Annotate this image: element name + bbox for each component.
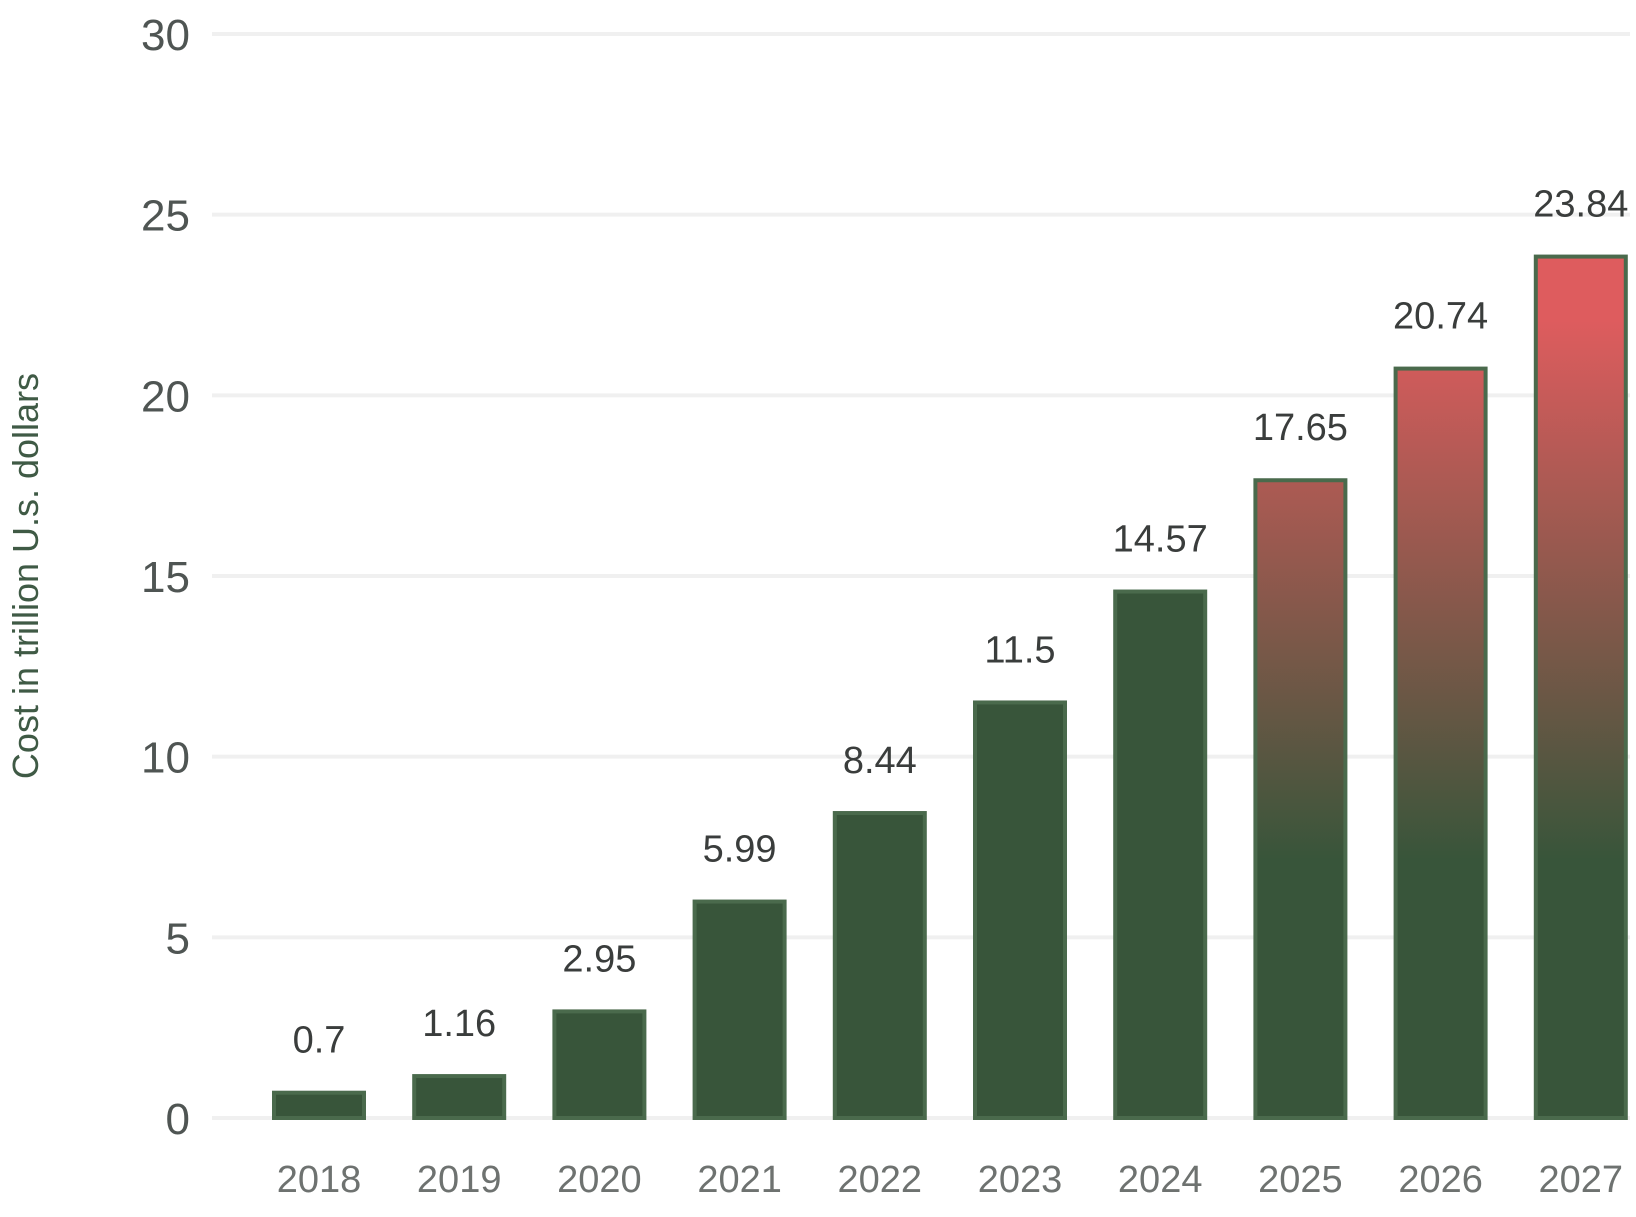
y-axis-title: Cost in trillion U.s. dollars xyxy=(5,373,46,779)
y-tick-label: 0 xyxy=(166,1095,190,1144)
data-label: 11.5 xyxy=(984,629,1055,671)
x-tick-label: 2018 xyxy=(277,1159,362,1201)
data-label: 1.16 xyxy=(422,1003,496,1045)
data-label: 5.99 xyxy=(703,829,777,871)
y-tick-label: 30 xyxy=(141,11,190,60)
x-tick-label: 2026 xyxy=(1398,1159,1483,1201)
bar xyxy=(552,1009,647,1121)
data-label: 17.65 xyxy=(1253,407,1348,449)
y-tick-label: 5 xyxy=(166,914,190,963)
bar xyxy=(832,811,927,1120)
y-tick-label: 10 xyxy=(141,734,190,783)
data-label: 0.7 xyxy=(293,1020,346,1062)
x-tick-label: 2019 xyxy=(417,1159,502,1201)
x-tick-label: 2024 xyxy=(1118,1159,1203,1201)
bar xyxy=(1393,366,1488,1120)
bar xyxy=(1533,254,1628,1120)
y-tick-label: 15 xyxy=(141,553,190,602)
data-label: 8.44 xyxy=(843,740,917,782)
bar xyxy=(692,899,787,1120)
x-tick-label: 2025 xyxy=(1258,1159,1343,1201)
x-tick-label: 2020 xyxy=(557,1159,642,1201)
data-label: 20.74 xyxy=(1393,296,1488,338)
bar xyxy=(973,700,1067,1120)
data-labels: 0.7 1.16 2.95 5.99 8.44 11.5 14.57 17.65 20.74 23… xyxy=(293,184,1629,1062)
x-tick-label: 2022 xyxy=(838,1159,923,1201)
bar xyxy=(272,1090,366,1120)
bar xyxy=(1113,589,1208,1120)
data-label: 14.57 xyxy=(1113,519,1208,561)
x-tick-label: 2021 xyxy=(697,1159,782,1201)
bar xyxy=(1253,478,1348,1121)
bars xyxy=(272,254,1628,1121)
y-tick-label: 25 xyxy=(141,192,190,241)
x-tick-label: 2023 xyxy=(978,1159,1063,1201)
data-label: 23.84 xyxy=(1533,184,1628,226)
bar xyxy=(412,1074,507,1120)
gridlines xyxy=(212,32,1630,1120)
y-tick-label: 20 xyxy=(141,372,190,421)
y-axis-tick-labels: 0 5 10 15 20 25 30 xyxy=(141,11,190,1144)
x-axis-tick-labels: 2018 2019 2020 2021 2022 2023 2024 2025 2026 2027 xyxy=(277,1159,1623,1201)
x-tick-label: 2027 xyxy=(1539,1159,1624,1201)
data-label: 2.95 xyxy=(562,938,636,980)
